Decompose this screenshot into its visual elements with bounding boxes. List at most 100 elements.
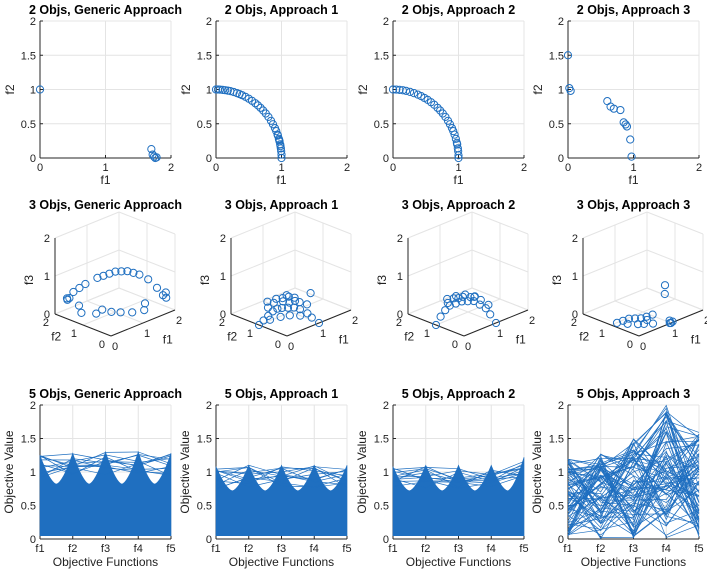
x-tick-label: f2: [421, 543, 430, 555]
x-tick-label: f1: [563, 543, 572, 555]
series-line: [392, 463, 525, 482]
x-tick-label: f1: [35, 543, 44, 555]
data-point: [272, 127, 281, 136]
series-line: [39, 453, 172, 467]
z-tick-label: 2: [397, 233, 403, 245]
data-point: [443, 298, 452, 308]
x-axis-label: f1: [516, 333, 526, 347]
series-line: [39, 458, 172, 475]
grid-line: [646, 211, 704, 235]
data-point: [612, 318, 622, 327]
panel-p8: 3 Objs, Approach 3012012012f1f2f3: [550, 198, 707, 353]
data-point: [162, 293, 171, 302]
series-line: [215, 471, 348, 488]
y-axis-label: f2: [3, 84, 17, 94]
x-tick-label: f4: [487, 543, 496, 555]
data-point: [284, 292, 293, 301]
y-axis-label: Objective Value: [355, 430, 369, 513]
data-point: [285, 311, 294, 320]
y-tick-label: 2: [396, 317, 402, 329]
series-line: [392, 467, 525, 489]
grid-line: [407, 287, 473, 315]
y-axis: [230, 313, 288, 337]
panel-p9: 5 Objs, Generic Approach f1 f2 f3 f4 f5 0 0.5 1 1…: [2, 387, 182, 569]
y-tick-label: 1.5: [549, 50, 564, 62]
data-point: [454, 294, 463, 303]
data-point: [452, 138, 461, 147]
panel-p1: 2 Objs, Generic Approach 0 1 2 0 0.5 1 1.5 2 f1 f2: [3, 3, 182, 187]
data-point: [140, 299, 150, 308]
z-axis-label: f3: [375, 275, 389, 285]
z-axis-label: f3: [550, 275, 564, 285]
data-point: [92, 309, 101, 318]
data-point: [624, 314, 634, 323]
data-point: [123, 267, 132, 276]
x-axis: [286, 309, 352, 337]
x-tick-label: 0: [213, 162, 219, 174]
x-tick-label: f5: [519, 543, 528, 555]
series-line: [567, 456, 700, 481]
z-tick-label: 1: [572, 271, 578, 283]
series-envelope: [392, 457, 525, 536]
y-axis-label: f2: [404, 329, 414, 343]
y-tick-label: 1: [599, 328, 605, 340]
series-line: [567, 411, 700, 521]
chart-title: 2 Objs, Approach 3: [577, 3, 691, 17]
y-axis-label: f2: [227, 329, 237, 343]
y-tick-label: 1: [71, 328, 77, 340]
series-line: [392, 468, 525, 483]
data-point: [648, 310, 657, 319]
data-point: [69, 287, 78, 297]
chart-title: 2 Objs, Generic Approach: [29, 3, 182, 17]
data-point: [566, 86, 575, 95]
data-point: [470, 292, 479, 301]
series-line: [567, 437, 700, 528]
data-point: [107, 307, 116, 316]
data-point: [105, 269, 114, 278]
y-axis-label: f2: [356, 84, 370, 94]
data-point: [211, 85, 221, 94]
x-axis-label: f1: [453, 173, 463, 187]
series-line: [392, 469, 525, 488]
chart-title: 3 Objs, Generic Approach: [29, 198, 182, 212]
data-point: [290, 293, 299, 302]
series-line: [567, 443, 700, 525]
data-point: [276, 142, 285, 151]
grid-line: [54, 287, 120, 315]
z-tick-label: 2: [220, 233, 226, 245]
x-axis: [638, 309, 704, 337]
grid-line: [294, 211, 352, 235]
z-axis-label: f3: [22, 275, 36, 285]
grid-line: [407, 211, 473, 239]
data-point: [626, 135, 635, 144]
x-axis-label: f1: [691, 333, 701, 347]
data-point: [445, 120, 455, 129]
grid-line: [610, 298, 676, 326]
series-line: [567, 440, 700, 512]
y-tick-label: 0: [206, 534, 212, 546]
z-tick-label: 1: [397, 271, 403, 283]
z-tick-label: 2: [572, 233, 578, 245]
grid-line: [294, 287, 352, 311]
data-point: [443, 294, 452, 304]
data-point: [75, 283, 84, 293]
data-point: [272, 294, 281, 303]
data-point: [273, 304, 282, 313]
x-tick-label: f2: [596, 543, 605, 555]
data-point: [116, 308, 125, 317]
x-tick-label: 1: [497, 328, 503, 340]
y-tick-label: 0: [30, 153, 36, 165]
chart-title: 3 Objs, Approach 1: [225, 198, 339, 212]
x-tick-label: 2: [696, 162, 702, 174]
x-axis-label: f1: [100, 173, 110, 187]
data-point: [218, 85, 227, 94]
data-point: [466, 292, 475, 302]
data-point: [263, 297, 272, 306]
y-tick-label: 0.5: [21, 501, 36, 513]
y-axis-label: f2: [579, 329, 589, 343]
x-tick-label: f4: [134, 543, 143, 555]
series-line: [567, 411, 700, 532]
data-point: [436, 312, 445, 321]
y-axis-label: f2: [51, 329, 61, 343]
series-line: [567, 459, 700, 512]
